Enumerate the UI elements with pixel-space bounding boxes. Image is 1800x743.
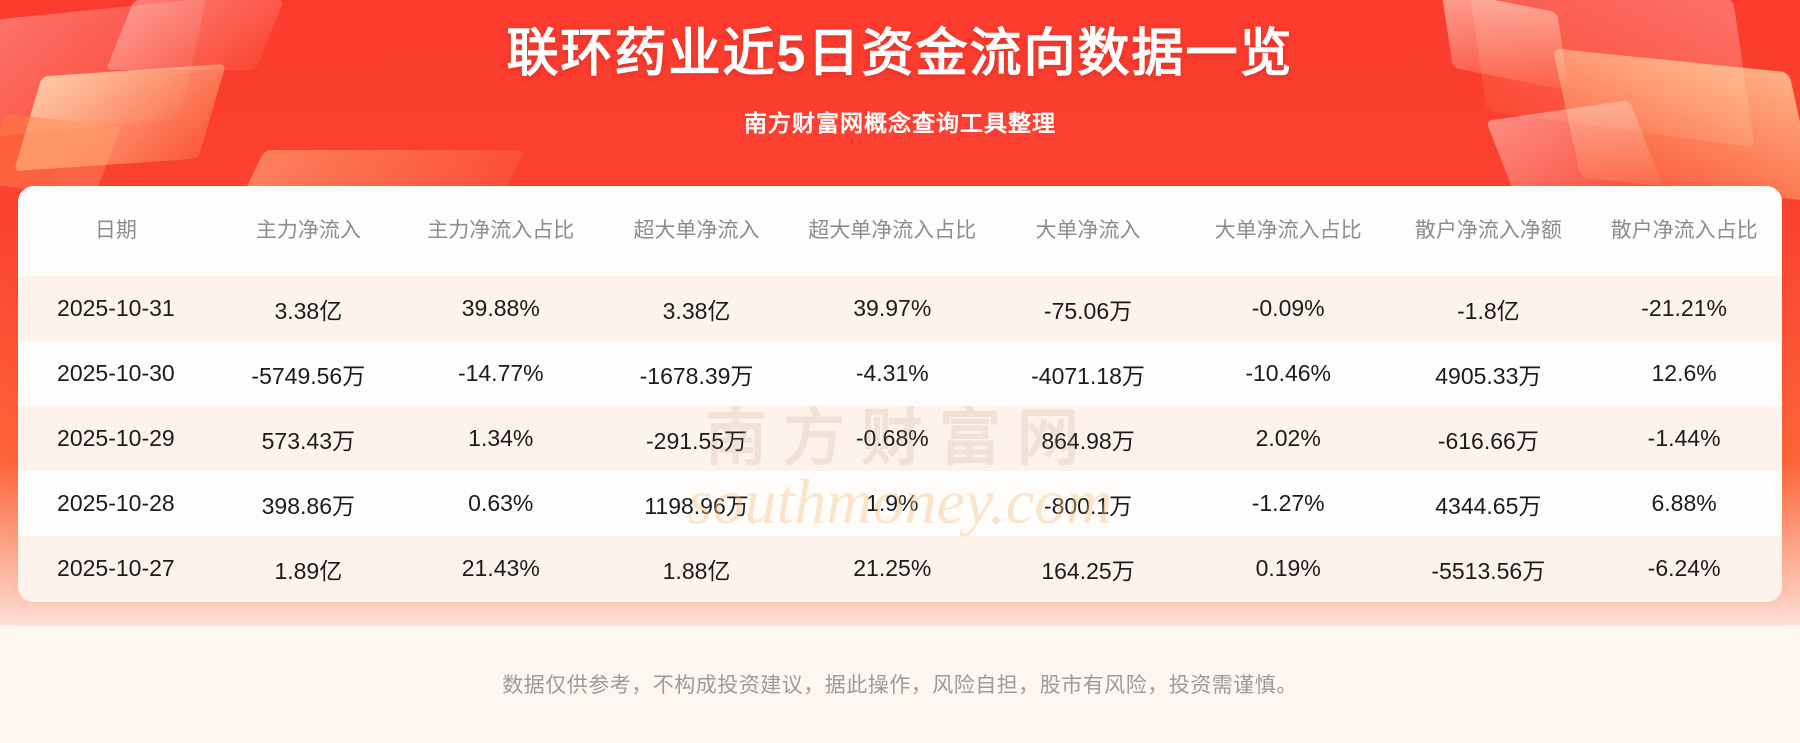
table-row: 2025-10-28 398.86万 0.63% 1198.96万 1.9% -… [18,471,1782,536]
table-header: 日期 主力净流入 主力净流入占比 超大单净流入 超大单净流入占比 大单净流入 大… [18,186,1782,276]
cell-xl-pct: -4.31% [794,341,991,406]
cell-date: 2025-10-29 [18,406,214,471]
cell-retail-pct: -6.24% [1586,536,1782,601]
cell-lg-pct: -10.46% [1185,341,1391,406]
table-header-row: 日期 主力净流入 主力净流入占比 超大单净流入 超大单净流入占比 大单净流入 大… [18,186,1782,276]
table-row: 2025-10-31 3.38亿 39.88% 3.38亿 39.97% -75… [18,276,1782,341]
cell-lg-net: 864.98万 [990,406,1186,471]
cell-retail-pct: -1.44% [1586,406,1782,471]
cell-main-pct: 39.88% [402,276,599,341]
column-header-lg-pct: 大单净流入占比 [1185,186,1391,276]
cell-main-pct: 21.43% [402,536,599,601]
cell-retail-net: -1.8亿 [1390,276,1587,341]
cell-retail-net: -616.66万 [1390,406,1587,471]
column-header-retail-pct: 散户净流入占比 [1586,186,1782,276]
cell-date: 2025-10-30 [18,341,214,406]
cell-lg-pct: -1.27% [1185,471,1391,536]
cell-xl-pct: 1.9% [794,471,991,536]
table-row: 2025-10-29 573.43万 1.34% -291.55万 -0.68%… [18,406,1782,471]
cell-xl-pct: 21.25% [794,536,991,601]
column-header-date: 日期 [18,186,214,276]
cell-main-pct: 0.63% [402,471,599,536]
cell-retail-pct: -21.21% [1586,276,1782,341]
cell-main-pct: 1.34% [402,406,599,471]
column-header-xl-net: 超大单净流入 [598,186,795,276]
fund-flow-table: 日期 主力净流入 主力净流入占比 超大单净流入 超大单净流入占比 大单净流入 大… [18,186,1782,601]
cell-lg-pct: 2.02% [1185,406,1391,471]
table-row: 2025-10-30 -5749.56万 -14.77% -1678.39万 -… [18,341,1782,406]
cell-lg-pct: 0.19% [1185,536,1391,601]
cell-xl-net: 1.88亿 [598,536,795,601]
cell-main-net: 3.38亿 [213,276,403,341]
cell-xl-pct: 39.97% [794,276,991,341]
page-subtitle: 南方财富网概念查询工具整理 [744,110,1056,136]
cell-retail-net: -5513.56万 [1390,536,1587,601]
cell-retail-pct: 12.6% [1586,341,1782,406]
cell-main-net: 398.86万 [213,471,403,536]
footer: 数据仅供参考，不构成投资建议，据此操作，风险自担，股市有风险，投资需谨慎。 [0,625,1800,743]
column-header-retail-net: 散户净流入净额 [1390,186,1587,276]
cell-main-net: -5749.56万 [213,341,403,406]
table-body: 2025-10-31 3.38亿 39.88% 3.38亿 39.97% -75… [18,276,1782,601]
column-header-main-net: 主力净流入 [213,186,403,276]
cell-lg-net: -800.1万 [990,471,1186,536]
cell-retail-net: 4905.33万 [1390,341,1587,406]
cell-xl-net: 1198.96万 [598,471,795,536]
cell-xl-net: -291.55万 [598,406,795,471]
table-row: 2025-10-27 1.89亿 21.43% 1.88亿 21.25% 164… [18,536,1782,601]
cell-lg-pct: -0.09% [1185,276,1391,341]
cell-date: 2025-10-31 [18,276,214,341]
column-header-lg-net: 大单净流入 [990,186,1186,276]
disclaimer-text: 数据仅供参考，不构成投资建议，据此操作，风险自担，股市有风险，投资需谨慎。 [502,674,1298,697]
cell-retail-net: 4344.65万 [1390,471,1587,536]
cell-lg-net: -75.06万 [990,276,1186,341]
cell-lg-net: 164.25万 [990,536,1186,601]
cell-xl-net: 3.38亿 [598,276,795,341]
cell-main-pct: -14.77% [402,341,599,406]
column-header-xl-pct: 超大单净流入占比 [794,186,991,276]
banner-header: 联环药业近5日资金流向数据一览 南方财富网概念查询工具整理 [0,0,1800,138]
cell-xl-net: -1678.39万 [598,341,795,406]
cell-date: 2025-10-28 [18,471,214,536]
cell-lg-net: -4071.18万 [990,341,1186,406]
cell-main-net: 1.89亿 [213,536,403,601]
cell-main-net: 573.43万 [213,406,403,471]
cell-xl-pct: -0.68% [794,406,991,471]
footer-divider [18,625,1782,626]
cell-retail-pct: 6.88% [1586,471,1782,536]
page-title: 联环药业近5日资金流向数据一览 [506,25,1294,83]
data-table-card: 日期 主力净流入 主力净流入占比 超大单净流入 超大单净流入占比 大单净流入 大… [18,186,1782,602]
column-header-main-pct: 主力净流入占比 [402,186,599,276]
cell-date: 2025-10-27 [18,536,214,601]
